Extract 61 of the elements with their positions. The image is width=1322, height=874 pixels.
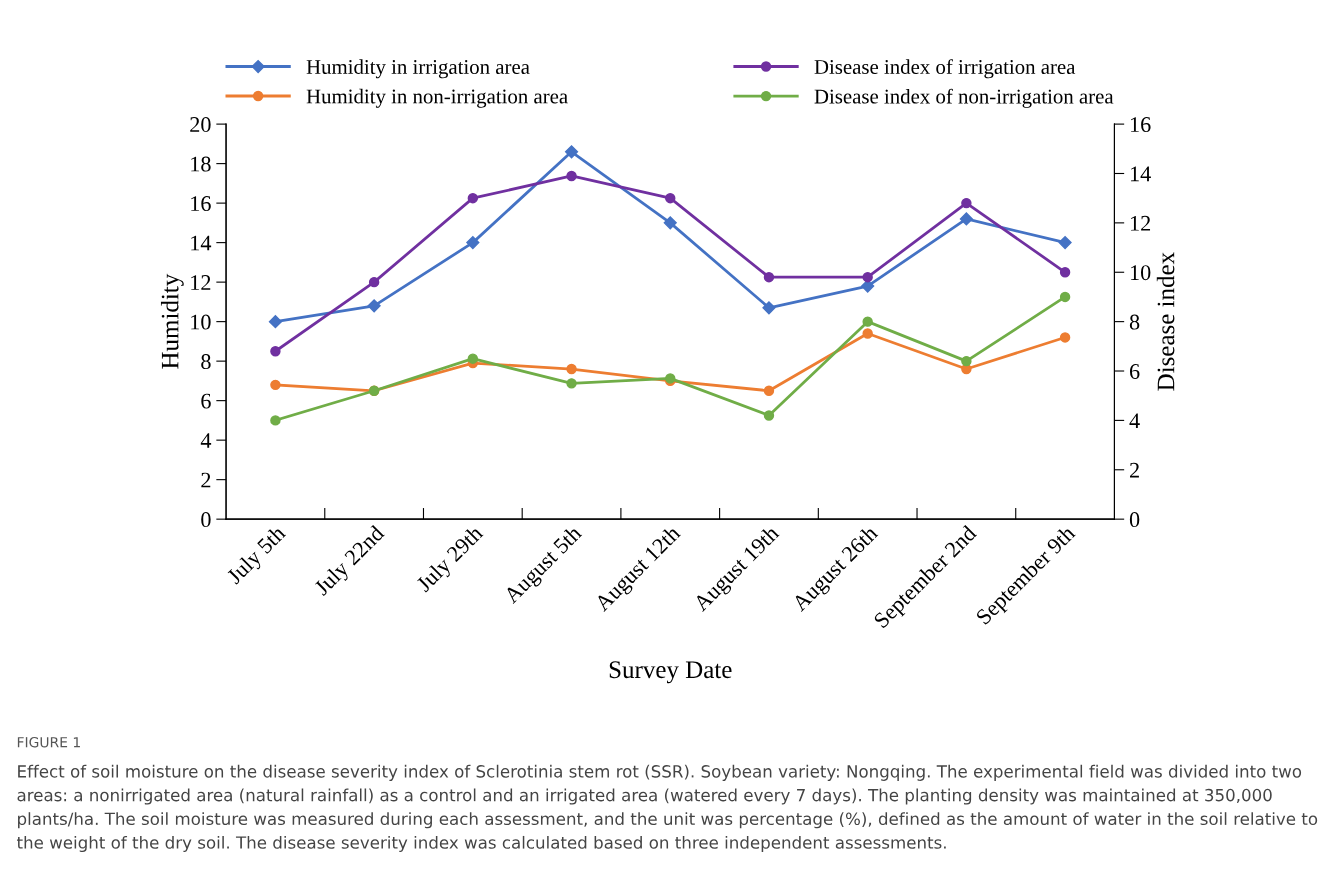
- point: [467, 353, 479, 364]
- point: [663, 216, 677, 230]
- point: [566, 363, 577, 375]
- y-tick-label: 0: [201, 512, 211, 528]
- point: [959, 212, 973, 226]
- y-tick-label: 14: [191, 235, 212, 251]
- y-tick-label: 20: [190, 117, 211, 133]
- point: [268, 315, 283, 329]
- point: [566, 170, 577, 182]
- point: [1059, 267, 1071, 278]
- legend-label: Disease index of irrigation area: [814, 59, 1076, 79]
- point: [1059, 291, 1071, 303]
- point: [763, 271, 775, 283]
- legend-label: Humidity in irrigation area: [306, 59, 530, 79]
- point: [467, 192, 479, 204]
- point: [763, 385, 775, 396]
- point: [466, 236, 480, 250]
- y2-tick-label: 2: [1130, 462, 1139, 478]
- x-axis-title: Survey Date: [609, 661, 732, 684]
- y-tick-label: 18: [191, 156, 211, 172]
- point: [270, 346, 281, 357]
- y-axis-title: Humidity: [160, 273, 184, 369]
- y2-tick-label: 16: [1130, 117, 1151, 133]
- point: [566, 378, 577, 389]
- y2-tick-label: 0: [1129, 512, 1140, 528]
- y2-tick-label: 6: [1129, 364, 1140, 379]
- point: [270, 379, 281, 391]
- point: [1059, 332, 1071, 343]
- x-tick-label: July 29th: [415, 524, 487, 596]
- legend-label: Humidity in non-irrigation area: [306, 88, 568, 108]
- point: [762, 301, 776, 315]
- point: [368, 276, 380, 288]
- point: [367, 299, 381, 313]
- y2-tick-label: 12: [1130, 215, 1151, 231]
- y-tick-label: 4: [200, 433, 212, 448]
- x-tick-label: July 5th: [225, 524, 290, 589]
- point: [961, 197, 972, 209]
- point: [270, 415, 281, 426]
- y2-axis-title: Disease index: [1156, 252, 1175, 391]
- text: Effect of soil moisture on the disease severity index of Sclerotinia stem rot (SSR). Soybean variety: Nongqing. The experimental field was divided into two areas: a nonirrigated area (natural rainfall) as a control and an irrigated area (watered every 7 days). The planting density was maintained at 350,000 plants/ha. The soil moisture was measured during each assessment, and the unit was percentage (%), defined as the amount of water in the soil relative to the weight of the dry soil. The disease severity index was calculated based on three independent assessments.: [16, 764, 1318, 853]
- point: [961, 355, 972, 367]
- point: [763, 410, 775, 421]
- y-tick-label: 6: [201, 393, 211, 409]
- point: [862, 271, 873, 283]
- y-tick-label: 2: [201, 472, 211, 488]
- point: [665, 192, 676, 204]
- caption: FIGURE 1: [17, 736, 80, 748]
- y2-tick-label: 8: [1129, 314, 1140, 330]
- y2-tick-label: 14: [1130, 166, 1151, 182]
- point: [862, 328, 873, 339]
- y-tick-label: 8: [201, 354, 211, 370]
- point: [862, 316, 873, 327]
- y2-tick-label: 10: [1130, 265, 1151, 281]
- point: [1058, 236, 1072, 250]
- legend-label: Disease index of non-irrigation area: [814, 88, 1114, 108]
- y-tick-label: 16: [191, 196, 211, 212]
- y-tick-label: 10: [191, 314, 211, 330]
- point: [564, 145, 579, 159]
- point: [861, 279, 875, 293]
- y-tick-label: 12: [191, 275, 211, 290]
- y2-tick-label: 4: [1129, 413, 1140, 429]
